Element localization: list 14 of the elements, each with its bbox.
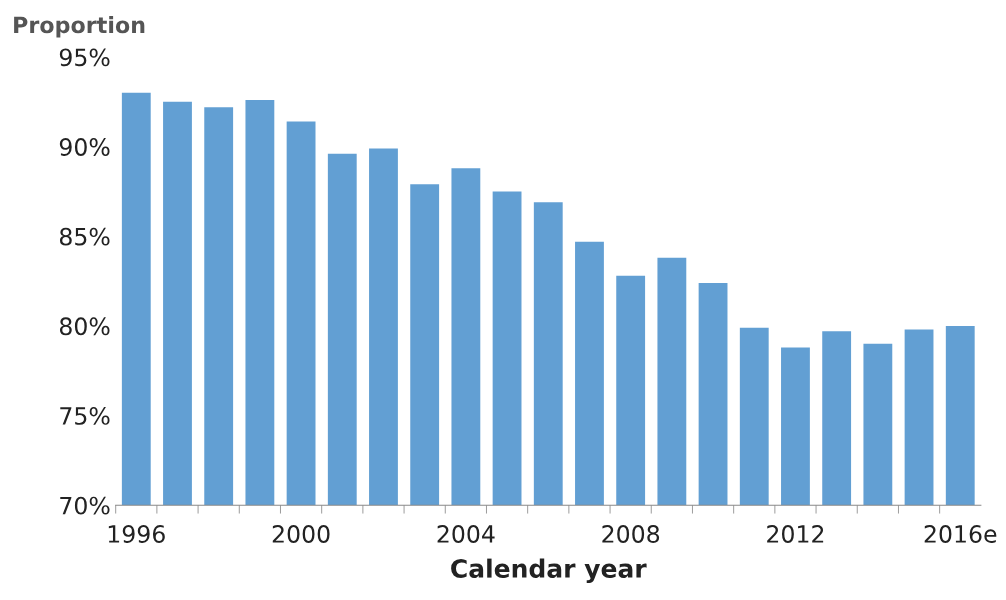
y-tick-label: 75%: [60, 407, 110, 425]
x-tick-label: 2016e: [924, 525, 997, 543]
x-tick-label: 2000: [272, 525, 330, 543]
y-tick-label: 70%: [60, 496, 110, 515]
y-tick-label: 90%: [59, 138, 110, 156]
y-axis-title: Proportion: [14, 16, 145, 38]
y-tick-label: 95%: [59, 48, 110, 67]
x-tick-label: 2012: [767, 525, 824, 543]
x-tick-label: 2008: [602, 525, 660, 543]
x-axis-title: Calendar year: [451, 558, 647, 583]
y-tick-label: 85%: [59, 227, 110, 246]
y-tick-label: 80%: [59, 317, 110, 336]
x-tick-label: 2004: [437, 525, 495, 543]
x-tick-label: 1996: [108, 525, 165, 543]
